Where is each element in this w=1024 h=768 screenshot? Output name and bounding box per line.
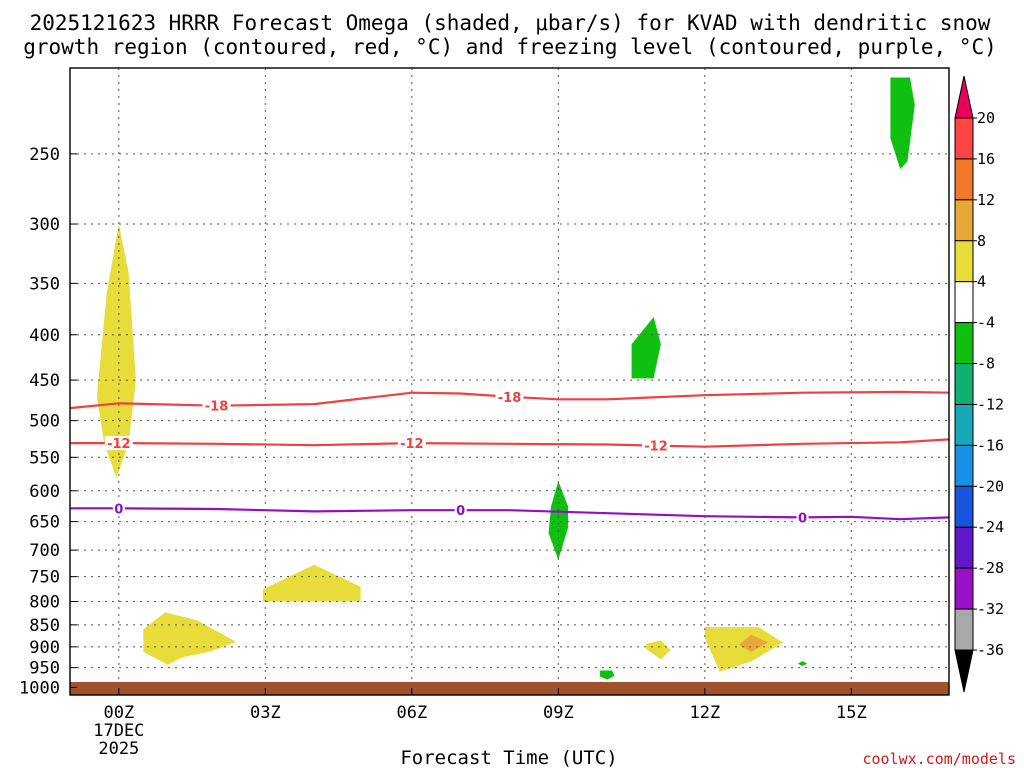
colorbar-band-7 [954,403,974,446]
colorbar-label-7: -12 [977,395,1004,413]
colorbar-top-arrow [954,75,974,119]
omega-shading [96,77,915,680]
terrain-strip [70,682,949,695]
freezing-level-label-bg-1 [454,503,467,518]
colorbar-label-8: -16 [977,436,1004,454]
y-tick-750: 750 [29,568,60,588]
colorbar-label-0: 20 [977,109,995,127]
freezing-level-label-bg-0 [112,501,125,516]
colorbar: 20 16 12 8 4 -4 -8 -12 -16 -20 -24 -28 -32 -36 [954,75,1004,693]
colorbar-label-13: -36 [977,641,1004,659]
colorbar-band-2 [954,199,974,242]
y-tick-550: 550 [29,448,60,468]
colorbar-band-6 [954,363,974,405]
colorbar-label-4: 4 [977,273,986,291]
dgz-18-label-1: -18 [498,391,522,406]
y-tick-600: 600 [29,482,60,502]
x-axis-label: Forecast Time (UTC) [400,747,617,768]
chart-title-line1: 2025121623 HRRR Forecast Omega (shaded, … [30,11,991,35]
y-tick-250: 250 [29,145,60,165]
freezing-level-label-bg-2 [796,510,809,525]
colorbar-band-12 [954,608,974,651]
y-tick-900: 900 [29,638,60,658]
dgz-18-label-0: -18 [205,400,229,415]
dgz-12-label-bg-2 [642,438,670,453]
y-tick-450: 450 [29,371,60,391]
x-tick-00Z: 00Z [103,703,134,723]
grid [70,68,949,695]
freezing-level-line [70,507,950,521]
contours: -18 -18 -12 -12 -12 0 0 0 [69,389,950,526]
y-tick-650: 650 [29,513,60,533]
x-tick-date: 17DEC [93,721,144,741]
freezing-level-label-2: 0 [798,511,807,526]
credit-text[interactable]: coolwx.com/models [862,750,1016,768]
y-tick-700: 700 [29,541,60,561]
colorbar-bottom-arrow [954,649,974,693]
colorbar-label-3: 8 [977,232,986,250]
lift-4-8-a [96,224,136,478]
lift-4-8-b [262,564,361,602]
colorbar-label-1: 16 [977,150,995,168]
colorbar-band-11 [954,567,974,610]
y-tick-850: 850 [29,616,60,636]
lift-8-12 [739,634,769,652]
colorbar-label-5: -4 [977,314,995,332]
colorbar-band-4 [954,281,974,324]
colorbar-band-3 [954,240,974,283]
x-tick-09Z: 09Z [543,703,574,723]
sink-4-8-a [890,77,915,169]
y-tick-500: 500 [29,412,60,432]
dgz-18-label-bg-1 [495,389,524,404]
sink-4-8-e [797,661,808,666]
colorbar-band-8 [954,444,974,487]
x-tick-15Z: 15Z [836,703,867,723]
sink-4-8-c [548,481,569,560]
dgz-12-label-2: -12 [644,440,668,455]
y-axis: 2503003504004505005506006507007508008509… [19,145,77,698]
colorbar-label-11: -28 [977,559,1004,577]
x-tick-year: 2025 [98,739,139,759]
dgz-12-label-1: -12 [400,437,424,452]
x-tick-12Z: 12Z [689,703,720,723]
dgz-18-line [69,390,950,410]
colorbar-label-10: -24 [977,518,1004,536]
y-tick-400: 400 [29,326,60,346]
lift-4-8-d [646,640,671,660]
plot-frame [69,67,950,696]
y-tick-800: 800 [29,593,60,613]
colorbar-label-2: 12 [977,191,995,209]
colorbar-band-0 [954,117,974,160]
freezing-level-label-1: 0 [456,504,465,519]
dgz-12-label-bg-0 [104,436,133,451]
colorbar-label-6: -8 [977,355,995,373]
lift-4-8-c [143,612,236,665]
lift-4-8-e [704,627,783,672]
chart-title-line2: growth region (contoured, red, °C) and f… [23,35,997,59]
colorbar-label-12: -32 [977,600,1004,618]
dgz-18-label-bg-0 [202,398,231,413]
colorbar-band-10 [954,526,974,569]
y-tick-350: 350 [29,274,60,294]
colorbar-label-9: -20 [977,477,1004,495]
dgz-12-line [70,438,950,448]
y-tick-950: 950 [29,659,60,679]
x-tick-06Z: 06Z [396,703,427,723]
y-tick-300: 300 [29,215,60,235]
x-tick-03Z: 03Z [250,703,281,723]
freezing-level-label-0: 0 [114,502,123,517]
sink-4-8-b [631,317,661,379]
sink-4-8-d [599,670,615,680]
colorbar-band-1 [954,158,974,201]
dgz-12-label-bg-1 [397,436,426,451]
colorbar-band-9 [954,485,974,528]
y-tick-1000: 1000 [19,678,60,698]
colorbar-band-5 [954,322,974,365]
dgz-12-label-0: -12 [107,437,131,452]
